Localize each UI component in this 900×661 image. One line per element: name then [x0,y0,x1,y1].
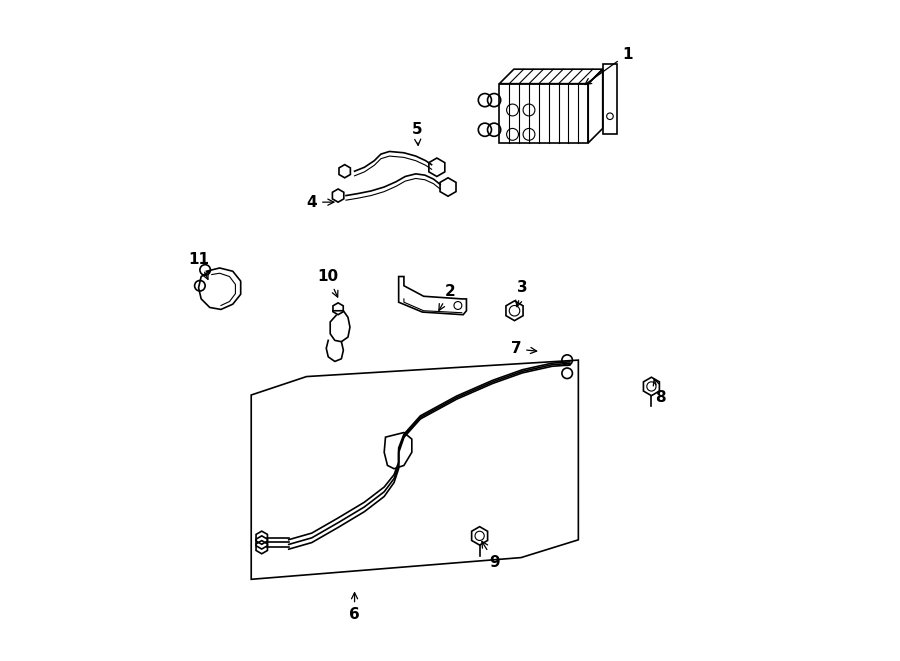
Text: 7: 7 [510,342,536,356]
Text: 9: 9 [482,541,500,570]
Bar [603,64,617,134]
Text: 1: 1 [585,46,633,85]
Text: 5: 5 [412,122,422,145]
Text: 11: 11 [188,252,209,280]
Text: 3: 3 [516,280,527,307]
Text: 8: 8 [653,379,666,405]
Bar [500,84,589,143]
Text: 2: 2 [439,284,455,311]
Text: 10: 10 [318,269,338,297]
Text: 4: 4 [307,194,334,210]
Text: 6: 6 [349,593,360,623]
